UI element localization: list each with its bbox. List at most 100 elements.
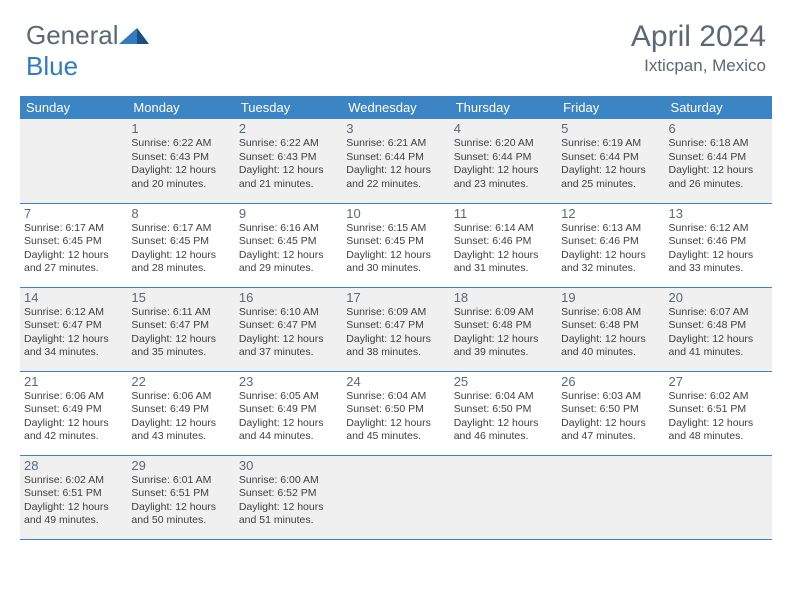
day-number: 6 (669, 121, 768, 136)
header: General Blue April 2024 Ixticpan, Mexico (0, 0, 792, 92)
day-info: Sunrise: 6:17 AMSunset: 6:45 PMDaylight:… (131, 222, 230, 277)
day-info: Sunrise: 6:01 AMSunset: 6:51 PMDaylight:… (131, 474, 230, 529)
weekday-header: Thursday (450, 96, 557, 119)
day-info: Sunrise: 6:02 AMSunset: 6:51 PMDaylight:… (669, 390, 768, 445)
day-number: 24 (346, 374, 445, 389)
day-info: Sunrise: 6:22 AMSunset: 6:43 PMDaylight:… (131, 137, 230, 192)
brand-text: General Blue (26, 20, 149, 82)
day-number: 12 (561, 206, 660, 221)
day-number: 3 (346, 121, 445, 136)
day-number: 5 (561, 121, 660, 136)
calendar-cell: 8Sunrise: 6:17 AMSunset: 6:45 PMDaylight… (127, 203, 234, 287)
day-number: 10 (346, 206, 445, 221)
calendar-row: 1Sunrise: 6:22 AMSunset: 6:43 PMDaylight… (20, 119, 772, 203)
logo-triangle-icon (119, 22, 149, 44)
day-number: 16 (239, 290, 338, 305)
calendar-cell: 16Sunrise: 6:10 AMSunset: 6:47 PMDayligh… (235, 287, 342, 371)
day-info: Sunrise: 6:03 AMSunset: 6:50 PMDaylight:… (561, 390, 660, 445)
calendar-cell: 26Sunrise: 6:03 AMSunset: 6:50 PMDayligh… (557, 371, 664, 455)
weekday-header: Monday (127, 96, 234, 119)
day-info: Sunrise: 6:05 AMSunset: 6:49 PMDaylight:… (239, 390, 338, 445)
day-number: 4 (454, 121, 553, 136)
calendar-cell: 17Sunrise: 6:09 AMSunset: 6:47 PMDayligh… (342, 287, 449, 371)
calendar-cell: 1Sunrise: 6:22 AMSunset: 6:43 PMDaylight… (127, 119, 234, 203)
day-info: Sunrise: 6:14 AMSunset: 6:46 PMDaylight:… (454, 222, 553, 277)
calendar-cell (20, 119, 127, 203)
calendar-cell: 2Sunrise: 6:22 AMSunset: 6:43 PMDaylight… (235, 119, 342, 203)
day-info: Sunrise: 6:15 AMSunset: 6:45 PMDaylight:… (346, 222, 445, 277)
calendar-cell: 23Sunrise: 6:05 AMSunset: 6:49 PMDayligh… (235, 371, 342, 455)
calendar-cell (557, 455, 664, 539)
calendar-cell: 28Sunrise: 6:02 AMSunset: 6:51 PMDayligh… (20, 455, 127, 539)
calendar-cell: 25Sunrise: 6:04 AMSunset: 6:50 PMDayligh… (450, 371, 557, 455)
day-info: Sunrise: 6:00 AMSunset: 6:52 PMDaylight:… (239, 474, 338, 529)
brand-logo: General Blue (26, 20, 149, 82)
calendar-cell: 15Sunrise: 6:11 AMSunset: 6:47 PMDayligh… (127, 287, 234, 371)
calendar-cell (450, 455, 557, 539)
day-info: Sunrise: 6:06 AMSunset: 6:49 PMDaylight:… (24, 390, 123, 445)
day-number: 28 (24, 458, 123, 473)
calendar-cell: 10Sunrise: 6:15 AMSunset: 6:45 PMDayligh… (342, 203, 449, 287)
day-number: 27 (669, 374, 768, 389)
day-number: 30 (239, 458, 338, 473)
calendar-cell (665, 455, 772, 539)
day-info: Sunrise: 6:09 AMSunset: 6:47 PMDaylight:… (346, 306, 445, 361)
day-info: Sunrise: 6:16 AMSunset: 6:45 PMDaylight:… (239, 222, 338, 277)
day-number: 26 (561, 374, 660, 389)
calendar-cell: 27Sunrise: 6:02 AMSunset: 6:51 PMDayligh… (665, 371, 772, 455)
day-number: 11 (454, 206, 553, 221)
calendar-cell: 11Sunrise: 6:14 AMSunset: 6:46 PMDayligh… (450, 203, 557, 287)
day-info: Sunrise: 6:13 AMSunset: 6:46 PMDaylight:… (561, 222, 660, 277)
calendar-cell: 3Sunrise: 6:21 AMSunset: 6:44 PMDaylight… (342, 119, 449, 203)
day-info: Sunrise: 6:12 AMSunset: 6:46 PMDaylight:… (669, 222, 768, 277)
day-info: Sunrise: 6:06 AMSunset: 6:49 PMDaylight:… (131, 390, 230, 445)
calendar-cell: 6Sunrise: 6:18 AMSunset: 6:44 PMDaylight… (665, 119, 772, 203)
day-number: 21 (24, 374, 123, 389)
calendar-head: SundayMondayTuesdayWednesdayThursdayFrid… (20, 96, 772, 119)
calendar-cell: 30Sunrise: 6:00 AMSunset: 6:52 PMDayligh… (235, 455, 342, 539)
brand-name-a: General (26, 20, 119, 50)
day-number: 17 (346, 290, 445, 305)
calendar-cell: 5Sunrise: 6:19 AMSunset: 6:44 PMDaylight… (557, 119, 664, 203)
day-number: 13 (669, 206, 768, 221)
day-info: Sunrise: 6:08 AMSunset: 6:48 PMDaylight:… (561, 306, 660, 361)
day-number: 23 (239, 374, 338, 389)
calendar-row: 21Sunrise: 6:06 AMSunset: 6:49 PMDayligh… (20, 371, 772, 455)
day-info: Sunrise: 6:17 AMSunset: 6:45 PMDaylight:… (24, 222, 123, 277)
calendar-cell: 22Sunrise: 6:06 AMSunset: 6:49 PMDayligh… (127, 371, 234, 455)
calendar-row: 28Sunrise: 6:02 AMSunset: 6:51 PMDayligh… (20, 455, 772, 539)
calendar-cell: 24Sunrise: 6:04 AMSunset: 6:50 PMDayligh… (342, 371, 449, 455)
day-info: Sunrise: 6:04 AMSunset: 6:50 PMDaylight:… (346, 390, 445, 445)
title-block: April 2024 Ixticpan, Mexico (631, 20, 766, 76)
day-info: Sunrise: 6:19 AMSunset: 6:44 PMDaylight:… (561, 137, 660, 192)
calendar-cell: 18Sunrise: 6:09 AMSunset: 6:48 PMDayligh… (450, 287, 557, 371)
calendar-row: 7Sunrise: 6:17 AMSunset: 6:45 PMDaylight… (20, 203, 772, 287)
day-number: 1 (131, 121, 230, 136)
day-number: 15 (131, 290, 230, 305)
day-info: Sunrise: 6:12 AMSunset: 6:47 PMDaylight:… (24, 306, 123, 361)
day-number: 18 (454, 290, 553, 305)
location-label: Ixticpan, Mexico (631, 56, 766, 76)
calendar-cell: 9Sunrise: 6:16 AMSunset: 6:45 PMDaylight… (235, 203, 342, 287)
month-title: April 2024 (631, 20, 766, 54)
calendar-body: 1Sunrise: 6:22 AMSunset: 6:43 PMDaylight… (20, 119, 772, 539)
day-info: Sunrise: 6:02 AMSunset: 6:51 PMDaylight:… (24, 474, 123, 529)
day-number: 25 (454, 374, 553, 389)
day-info: Sunrise: 6:20 AMSunset: 6:44 PMDaylight:… (454, 137, 553, 192)
day-info: Sunrise: 6:10 AMSunset: 6:47 PMDaylight:… (239, 306, 338, 361)
day-number: 19 (561, 290, 660, 305)
day-info: Sunrise: 6:09 AMSunset: 6:48 PMDaylight:… (454, 306, 553, 361)
calendar-cell: 13Sunrise: 6:12 AMSunset: 6:46 PMDayligh… (665, 203, 772, 287)
day-info: Sunrise: 6:18 AMSunset: 6:44 PMDaylight:… (669, 137, 768, 192)
brand-name-b: Blue (26, 51, 78, 81)
calendar-cell (342, 455, 449, 539)
day-info: Sunrise: 6:11 AMSunset: 6:47 PMDaylight:… (131, 306, 230, 361)
day-number: 14 (24, 290, 123, 305)
calendar-cell: 7Sunrise: 6:17 AMSunset: 6:45 PMDaylight… (20, 203, 127, 287)
day-info: Sunrise: 6:07 AMSunset: 6:48 PMDaylight:… (669, 306, 768, 361)
calendar-cell: 12Sunrise: 6:13 AMSunset: 6:46 PMDayligh… (557, 203, 664, 287)
weekday-header: Saturday (665, 96, 772, 119)
day-number: 8 (131, 206, 230, 221)
calendar-table: SundayMondayTuesdayWednesdayThursdayFrid… (20, 96, 772, 540)
weekday-header: Friday (557, 96, 664, 119)
